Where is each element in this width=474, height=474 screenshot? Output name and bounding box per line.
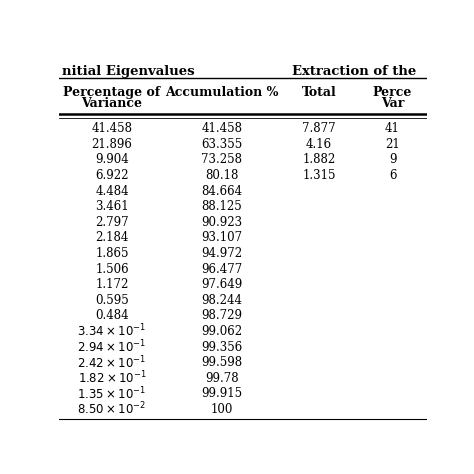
Text: $8.50\times10^{-2}$: $8.50\times10^{-2}$ — [77, 401, 146, 418]
Text: Extraction of the: Extraction of the — [292, 64, 416, 78]
Text: 0.484: 0.484 — [95, 310, 129, 322]
Text: 41.458: 41.458 — [201, 122, 243, 135]
Text: Total: Total — [301, 86, 336, 99]
Text: 93.107: 93.107 — [201, 231, 243, 244]
Text: 7.877: 7.877 — [302, 122, 336, 135]
Text: 41.458: 41.458 — [91, 122, 132, 135]
Text: Perce: Perce — [373, 86, 412, 99]
Text: 73.258: 73.258 — [201, 153, 243, 166]
Text: $3.34\times10^{-1}$: $3.34\times10^{-1}$ — [77, 323, 146, 340]
Text: 84.664: 84.664 — [201, 184, 243, 198]
Text: 1.315: 1.315 — [302, 169, 336, 182]
Text: 0.595: 0.595 — [95, 294, 129, 307]
Text: $2.94\times10^{-1}$: $2.94\times10^{-1}$ — [77, 339, 146, 356]
Text: nitial Eigenvalues: nitial Eigenvalues — [63, 64, 195, 78]
Text: 21.896: 21.896 — [91, 137, 132, 151]
Text: Percentage of: Percentage of — [64, 86, 161, 99]
Text: 80.18: 80.18 — [205, 169, 239, 182]
Text: Variance: Variance — [82, 97, 143, 110]
Text: 9.904: 9.904 — [95, 153, 129, 166]
Text: 94.972: 94.972 — [201, 247, 243, 260]
Text: 21: 21 — [385, 137, 400, 151]
Text: $2.42\times10^{-1}$: $2.42\times10^{-1}$ — [77, 355, 146, 371]
Text: 99.062: 99.062 — [201, 325, 243, 338]
Text: 99.598: 99.598 — [201, 356, 243, 369]
Text: 4.16: 4.16 — [306, 137, 332, 151]
Text: 98.729: 98.729 — [201, 310, 243, 322]
Text: 6: 6 — [389, 169, 396, 182]
Text: 1.506: 1.506 — [95, 263, 129, 275]
Text: Var: Var — [381, 97, 404, 110]
Text: 63.355: 63.355 — [201, 137, 243, 151]
Text: 1.172: 1.172 — [95, 278, 128, 291]
Text: 97.649: 97.649 — [201, 278, 243, 291]
Text: $1.82\times10^{-1}$: $1.82\times10^{-1}$ — [78, 370, 146, 386]
Text: $1.35\times10^{-1}$: $1.35\times10^{-1}$ — [77, 385, 146, 402]
Text: 90.923: 90.923 — [201, 216, 243, 229]
Text: 4.484: 4.484 — [95, 184, 129, 198]
Text: 6.922: 6.922 — [95, 169, 129, 182]
Text: 99.78: 99.78 — [205, 372, 239, 385]
Text: 96.477: 96.477 — [201, 263, 243, 275]
Text: 100: 100 — [211, 403, 233, 416]
Text: 3.461: 3.461 — [95, 200, 129, 213]
Text: 41: 41 — [385, 122, 400, 135]
Text: 2.184: 2.184 — [95, 231, 128, 244]
Text: Accumulation %: Accumulation % — [165, 86, 279, 99]
Text: 99.356: 99.356 — [201, 340, 243, 354]
Text: 1.882: 1.882 — [302, 153, 336, 166]
Text: 98.244: 98.244 — [201, 294, 243, 307]
Text: 1.865: 1.865 — [95, 247, 129, 260]
Text: 88.125: 88.125 — [201, 200, 242, 213]
Text: 2.797: 2.797 — [95, 216, 129, 229]
Text: 99.915: 99.915 — [201, 387, 243, 401]
Text: 9: 9 — [389, 153, 396, 166]
